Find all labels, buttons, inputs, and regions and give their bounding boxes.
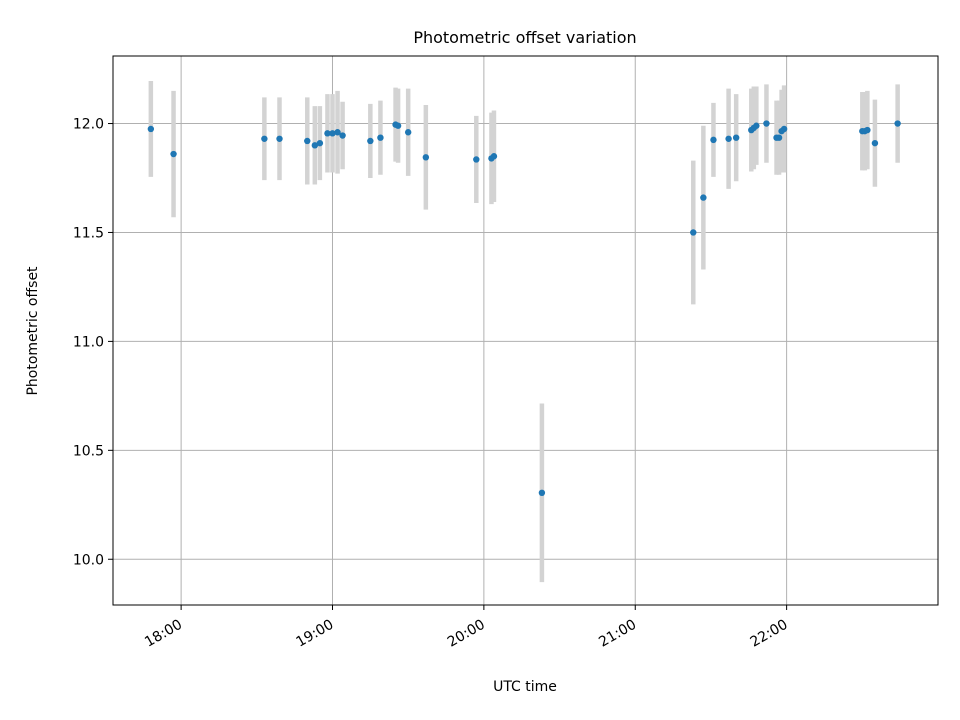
data-point bbox=[473, 156, 480, 163]
data-point bbox=[311, 142, 319, 149]
data-point bbox=[404, 129, 412, 136]
data-point bbox=[339, 132, 346, 139]
y-tick-label: 11.5 bbox=[73, 225, 104, 241]
data-point bbox=[700, 194, 707, 201]
data-point bbox=[316, 139, 324, 147]
data-point bbox=[170, 150, 177, 158]
y-tick-label: 10.5 bbox=[73, 443, 104, 459]
data-point bbox=[690, 229, 697, 236]
data-point bbox=[377, 134, 384, 141]
data-point bbox=[422, 154, 430, 161]
y-axis-ticks: 10.0 10.5 11.0 11.5 12.0 bbox=[73, 117, 113, 568]
y-tick-label: 12.0 bbox=[73, 117, 104, 133]
data-point bbox=[324, 130, 331, 137]
y-tick-label: 11.0 bbox=[73, 334, 104, 350]
data-point bbox=[490, 153, 498, 160]
data-point bbox=[871, 139, 879, 147]
x-axis-label: UTC time bbox=[493, 679, 557, 695]
data-point bbox=[394, 122, 402, 129]
chart-title: Photometric offset variation bbox=[413, 28, 636, 47]
plot-frame bbox=[112, 55, 939, 606]
data-point bbox=[304, 137, 311, 145]
data-point bbox=[778, 127, 785, 135]
y-tick-label: 10.0 bbox=[73, 552, 104, 568]
y-axis-label: Photometric offset bbox=[25, 266, 41, 396]
data-point bbox=[276, 135, 283, 142]
data-points bbox=[147, 120, 901, 497]
data-point bbox=[864, 126, 871, 134]
data-point bbox=[725, 135, 732, 142]
data-point bbox=[753, 122, 760, 129]
data-point bbox=[329, 130, 336, 137]
data-point bbox=[147, 125, 155, 133]
data-point bbox=[334, 129, 341, 136]
data-point bbox=[538, 489, 546, 497]
data-point bbox=[710, 136, 717, 144]
data-point bbox=[894, 120, 901, 127]
data-point bbox=[775, 134, 783, 141]
data-point bbox=[261, 135, 268, 142]
data-point bbox=[367, 137, 374, 145]
data-point bbox=[732, 134, 740, 141]
data-point bbox=[763, 120, 770, 127]
